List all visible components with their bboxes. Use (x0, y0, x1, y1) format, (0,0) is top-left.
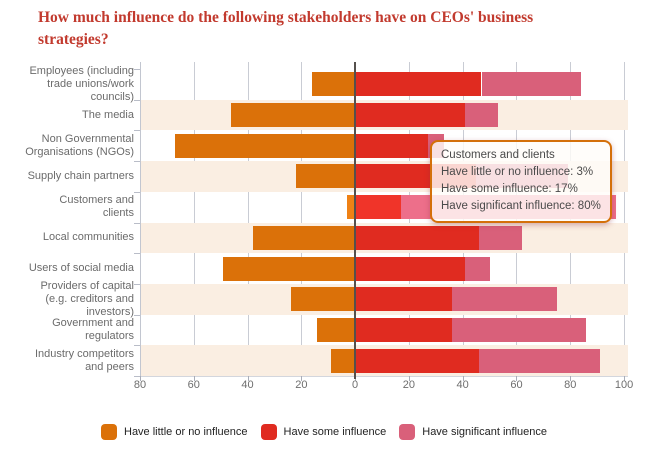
bar-little-or-no-influence[interactable] (312, 72, 356, 97)
category-label: Government and regulators (52, 316, 134, 342)
category-label: Supply chain partners (27, 169, 134, 182)
bar-some-influence[interactable] (355, 195, 401, 220)
legend-item[interactable]: Have little or no influence (101, 424, 248, 440)
row-tick (134, 99, 140, 101)
plot-area: % of CEOs Employees (including trade uni… (0, 62, 648, 457)
bar-some-influence[interactable] (355, 103, 466, 128)
category-label: Industry competitors and peers (34, 347, 134, 373)
legend-item[interactable]: Have some influence (260, 424, 387, 440)
hover-tooltip: Customers and clients Have little or no … (430, 140, 612, 224)
bar-some-influence[interactable] (355, 133, 428, 158)
bar-little-or-no-influence[interactable] (231, 103, 356, 128)
row-tick (134, 130, 140, 132)
axis-tick (624, 376, 626, 381)
axis-tick (301, 376, 303, 381)
category-label: Employees (including trade unions/work c… (29, 64, 134, 103)
bar-significant-influence[interactable] (478, 225, 522, 250)
tooltip-line-some: Have some influence: 17% (441, 183, 578, 196)
category-label: Providers of capital (e.g. creditors and… (40, 279, 134, 318)
row-tick (134, 69, 140, 70)
chart-legend: Have little or no influence Have some inf… (0, 420, 648, 444)
row-tick (134, 161, 140, 163)
axis-tick (516, 376, 518, 381)
legend-item[interactable]: Have significant influence (399, 424, 547, 440)
gridline (247, 62, 249, 376)
legend-label: Have little or no influence (124, 426, 248, 438)
bar-little-or-no-influence[interactable] (223, 256, 356, 281)
x-tick-label: 60 (510, 379, 523, 391)
bar-some-influence[interactable] (355, 225, 479, 250)
bar-some-influence[interactable] (355, 317, 452, 342)
plot-left-border (140, 62, 141, 376)
bar-little-or-no-influence[interactable] (174, 133, 356, 158)
bar-little-or-no-influence[interactable] (347, 195, 356, 220)
gridline (624, 62, 626, 376)
x-axis-line (140, 376, 628, 377)
x-tick-label: 100 (614, 379, 634, 391)
category-label: Customers and clients (59, 194, 134, 220)
x-tick-label: 60 (187, 379, 200, 391)
category-label: Local communities (42, 231, 134, 244)
category-label: The media (82, 108, 134, 121)
legend-label: Have significant influence (422, 426, 547, 438)
bar-little-or-no-influence[interactable] (330, 348, 356, 373)
legend-label: Have some influence (283, 426, 387, 438)
bar-some-influence[interactable] (355, 256, 466, 281)
bar-significant-influence[interactable] (481, 72, 581, 97)
axis-tick (247, 376, 249, 381)
legend-swatch-have-some-influence (260, 424, 277, 440)
zero-axis-line (354, 62, 357, 379)
tooltip-line-significant: Have significant influence: 80% (441, 200, 601, 213)
axis-tick (140, 376, 141, 381)
bar-little-or-no-influence[interactable] (295, 164, 356, 189)
legend-swatch-have-significant-influence (399, 424, 416, 440)
x-tick-label: 20 (295, 379, 308, 391)
row-tick (134, 253, 140, 255)
bar-little-or-no-influence[interactable] (317, 317, 356, 342)
bar-little-or-no-influence[interactable] (290, 287, 356, 312)
bar-some-influence[interactable] (355, 72, 482, 97)
row-tick (134, 314, 140, 316)
row-tick (134, 345, 140, 347)
bar-significant-influence[interactable] (465, 256, 490, 281)
axis-tick (408, 376, 410, 381)
bar-significant-influence[interactable] (451, 287, 557, 312)
category-label: Non Governmental Organisations (NGOs) (25, 132, 134, 158)
tooltip-title: Customers and clients (441, 149, 555, 161)
x-tick-label: 20 (402, 379, 416, 391)
legend-swatch-have-little-or-no-influence (101, 424, 117, 440)
x-tick-label: 80 (133, 379, 147, 391)
row-tick (134, 222, 140, 224)
gridline (301, 62, 303, 376)
bar-significant-influence[interactable] (465, 103, 498, 128)
axis-tick (462, 376, 464, 381)
x-tick-label: 0 (352, 379, 359, 391)
row-tick (134, 283, 140, 285)
category-label: Users of social media (28, 262, 134, 275)
bar-some-influence[interactable] (355, 348, 479, 373)
gridline (193, 62, 195, 376)
bar-significant-influence[interactable] (478, 348, 600, 373)
tooltip-line-little: Have little or no influence: 3% (441, 166, 594, 179)
bar-little-or-no-influence[interactable] (252, 225, 356, 250)
bar-significant-influence[interactable] (451, 317, 587, 342)
row-tick (134, 376, 140, 377)
bar-some-influence[interactable] (355, 287, 452, 312)
x-tick-label: 80 (564, 379, 577, 391)
x-tick-label: 40 (241, 379, 254, 391)
row-tick (134, 191, 140, 193)
axis-tick (193, 376, 195, 381)
chart-title: How much influence do the following stak… (38, 9, 534, 48)
axis-tick (570, 376, 572, 381)
x-tick-label: 40 (456, 379, 469, 391)
